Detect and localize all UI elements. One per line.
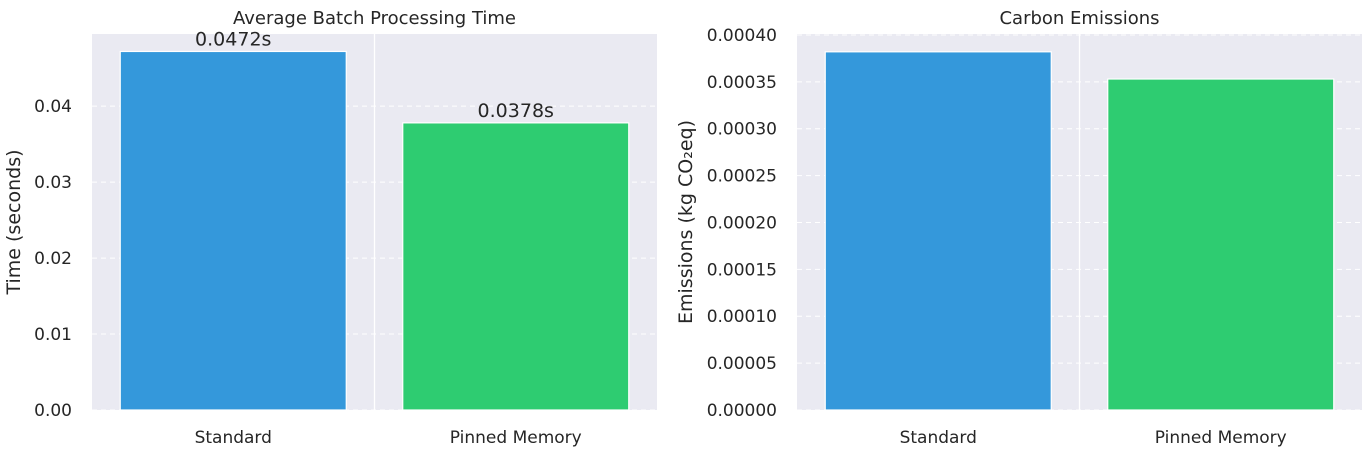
y-tick-label: 0.00010 bbox=[707, 307, 777, 327]
y-tick-label: 0.00020 bbox=[707, 213, 777, 233]
x-tick-label: Standard bbox=[195, 428, 272, 448]
y-tick-label: 0.00000 bbox=[707, 401, 777, 421]
y-axis-label: Emissions (kg CO₂eq) bbox=[675, 120, 697, 324]
x-tick-label: Standard bbox=[900, 428, 977, 448]
y-tick-label: 0.00040 bbox=[707, 26, 777, 46]
tick-labels: 0.00 0.01 0.02 0.03 0.04 Standard Pinned Memor… bbox=[34, 97, 582, 448]
x-tick-label: Pinned Memory bbox=[450, 428, 582, 448]
y-tick-label: 0.00030 bbox=[707, 120, 777, 140]
y-tick-label: 0.01 bbox=[34, 325, 72, 345]
y-tick-label: 0.03 bbox=[34, 173, 72, 193]
y-tick-label: 0.00 bbox=[34, 401, 72, 421]
bars bbox=[119, 50, 630, 411]
y-axis-label: Time (seconds) bbox=[3, 149, 25, 295]
y-tick-label: 0.00025 bbox=[707, 167, 777, 187]
y-tick-label: 0.02 bbox=[34, 249, 72, 269]
chart-time: 0.0472s 0.0378s 0.00 0.01 0.02 0.03 0.04 Stand… bbox=[3, 8, 657, 448]
bar bbox=[1107, 78, 1335, 411]
y-tick-label: 0.04 bbox=[34, 97, 72, 117]
tick-labels: 0.00000 0.00005 0.00010 0.00015 0.00020 0.000… bbox=[707, 26, 1287, 448]
bar bbox=[402, 122, 630, 411]
y-tick-label: 0.00035 bbox=[707, 73, 777, 93]
data-label: 0.0472s bbox=[195, 28, 271, 50]
chart-title: Average Batch Processing Time bbox=[233, 8, 516, 29]
x-tick-label: Pinned Memory bbox=[1155, 428, 1287, 448]
bar bbox=[119, 50, 347, 411]
chart-emissions: 0.00000 0.00005 0.00010 0.00015 0.00020 0.000… bbox=[675, 8, 1362, 448]
bars bbox=[824, 51, 1335, 411]
data-labels: 0.0472s 0.0378s bbox=[195, 28, 554, 121]
data-label: 0.0378s bbox=[478, 100, 554, 122]
y-tick-label: 0.00015 bbox=[707, 260, 777, 280]
y-tick-label: 0.00005 bbox=[707, 354, 777, 374]
bar bbox=[824, 51, 1052, 411]
chart-title: Carbon Emissions bbox=[999, 8, 1159, 29]
